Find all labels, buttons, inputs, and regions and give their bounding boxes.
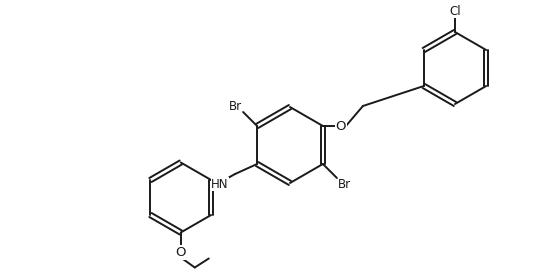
Text: O: O [335, 120, 346, 132]
Text: Cl: Cl [449, 4, 461, 18]
Text: Br: Br [338, 178, 351, 190]
Text: HN: HN [211, 178, 229, 190]
Text: Br: Br [229, 99, 242, 113]
Text: O: O [176, 246, 186, 259]
